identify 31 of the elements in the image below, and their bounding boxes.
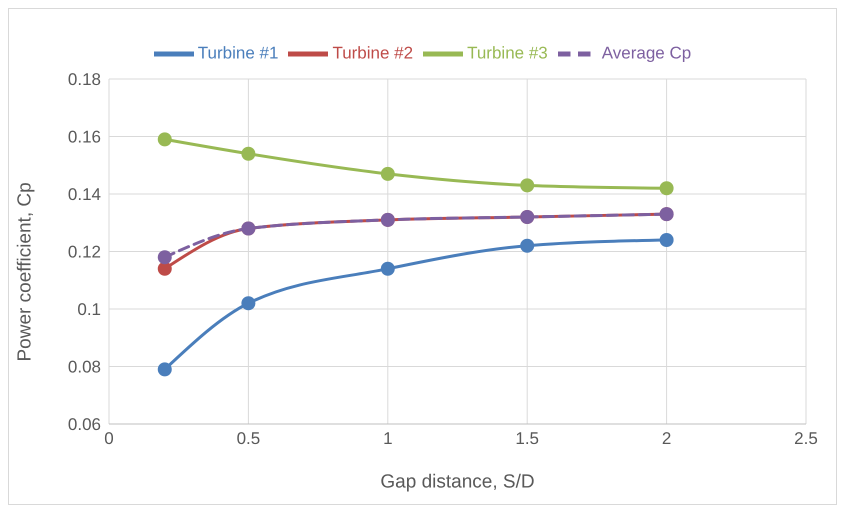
x-tick-label: 1	[383, 429, 393, 448]
point	[380, 166, 395, 181]
x-tick-label: 0.5	[236, 429, 260, 448]
point	[660, 233, 674, 247]
x-tick-label: 2.5	[794, 429, 818, 448]
point	[520, 178, 534, 192]
point	[660, 181, 674, 196]
legend-label: Average Cp	[602, 43, 692, 62]
legend-label: Turbine #3	[467, 43, 548, 62]
point	[158, 262, 172, 276]
y-tick-label: 0.08	[68, 358, 101, 377]
x-tick-label: 2	[662, 429, 672, 448]
point	[241, 296, 256, 310]
y-tick-label: 0.1	[77, 300, 101, 320]
legend-label: Turbine #1	[198, 43, 278, 62]
point	[158, 132, 172, 146]
y-axis-title: Power coefficient, Cp	[14, 182, 36, 362]
point	[158, 362, 172, 376]
point	[158, 250, 172, 264]
point	[241, 146, 256, 161]
y-tick-label: 0.18	[68, 70, 101, 90]
point	[520, 238, 534, 253]
x-axis-title: Gap distance, S/D	[380, 471, 535, 492]
legend-label: Turbine #2	[332, 43, 414, 62]
x-tick-label: 1.5	[515, 429, 540, 448]
x-tick-label: 0	[104, 429, 114, 448]
y-tick-label: 0.16	[68, 128, 101, 147]
point	[380, 262, 395, 276]
y-tick-label: 0.12	[68, 242, 101, 262]
y-tick-label: 0.06	[68, 415, 101, 434]
y-tick-label: 0.14	[68, 185, 101, 204]
